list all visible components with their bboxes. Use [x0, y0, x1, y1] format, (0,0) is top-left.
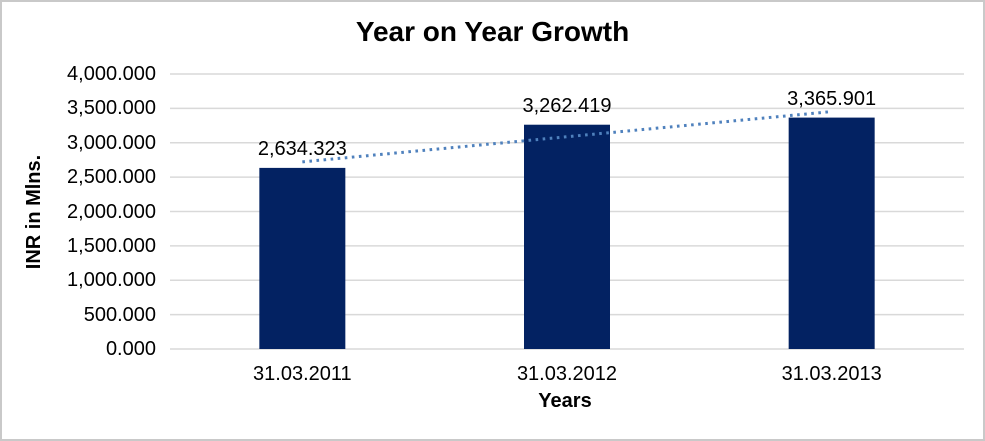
y-tick-label: 4,000.000: [67, 63, 156, 85]
x-tick-label: 31.03.2011: [253, 363, 352, 385]
bar: [259, 167, 346, 349]
x-tick-label: 31.03.2012: [516, 363, 618, 385]
y-tick-label: 0.000: [105, 338, 156, 360]
y-tick-label: 1,000.000: [67, 269, 156, 292]
y-tick-label: 3,500.000: [67, 97, 156, 120]
bar-value-label: 3,365.901: [787, 87, 877, 110]
bar: [524, 124, 610, 349]
y-tick-label: 3,000.000: [67, 131, 156, 154]
y-tick-label: 1,500.000: [67, 234, 156, 257]
bar-value-label: 2,634.323: [257, 137, 347, 160]
bar: [788, 117, 875, 350]
y-tick-label: 500.000: [83, 303, 156, 326]
chart-title: Year on Year Growth: [355, 16, 630, 47]
bar-value-label: 3,262.419: [522, 94, 612, 117]
x-axis-title: Years: [538, 390, 592, 412]
y-tick-label: 2,000.000: [67, 200, 156, 223]
y-tick-label: 2,500.000: [67, 166, 156, 189]
x-tick-label: 31.03.2013: [781, 363, 882, 385]
